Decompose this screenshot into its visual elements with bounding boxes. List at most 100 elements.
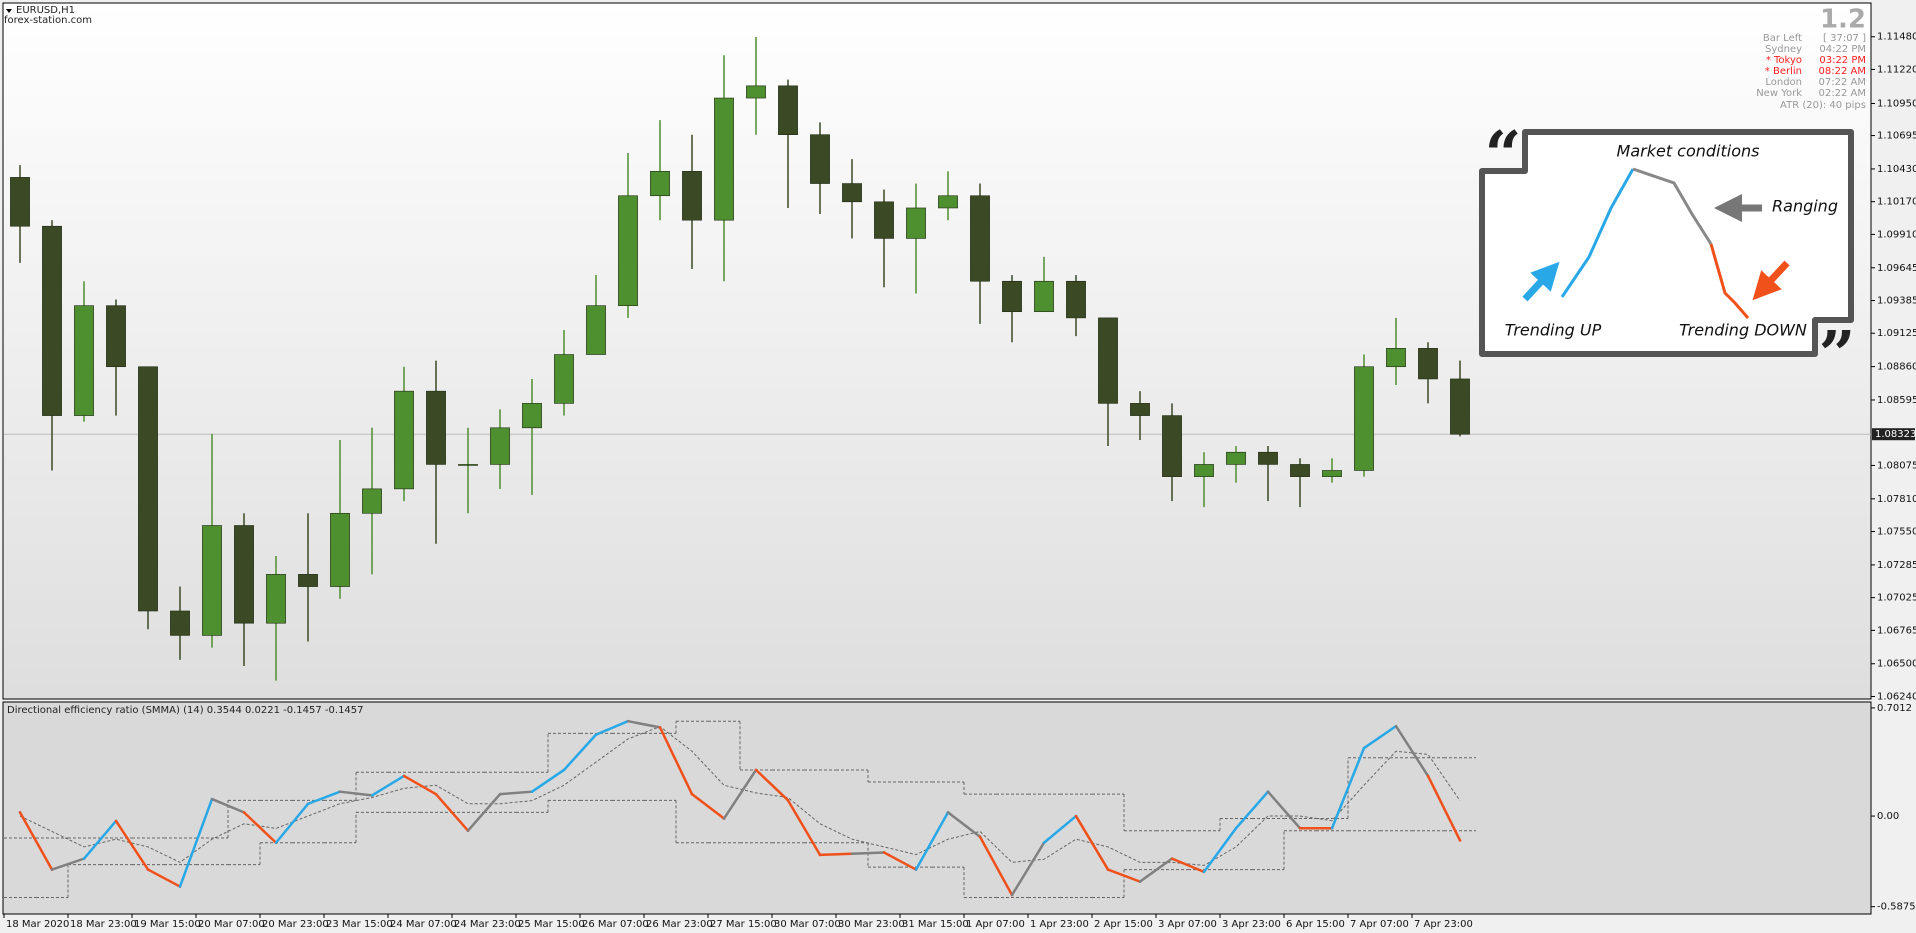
- candle-body: [682, 171, 702, 221]
- y-tick-label: 1.11480: [1877, 32, 1916, 43]
- candle-body: [778, 85, 798, 135]
- ratio-segment: [498, 790, 534, 796]
- y-tick-label: 0.00: [1877, 811, 1899, 822]
- ratio-segment: [1234, 790, 1270, 830]
- ratio-segment: [178, 797, 214, 888]
- candle-body: [1386, 348, 1406, 368]
- candle-body: [1066, 280, 1086, 319]
- candle-body: [1130, 403, 1150, 416]
- candle-body: [586, 305, 606, 355]
- ratio-segment: [690, 792, 726, 820]
- y-tick-label: 1.08860: [1877, 362, 1916, 373]
- candle-body: [1162, 415, 1182, 477]
- candle-body: [394, 390, 414, 490]
- info-label: Sydney: [1765, 44, 1802, 55]
- ratio-segment: [1202, 826, 1238, 874]
- candle-body: [554, 354, 574, 404]
- candle-body: [874, 201, 894, 239]
- ratio-segment: [82, 819, 118, 860]
- ratio-segment: [50, 857, 86, 871]
- info-value: 08:22 AM: [1819, 66, 1866, 77]
- info-label: New York: [1756, 88, 1802, 99]
- ratio-segment: [466, 792, 502, 832]
- candle-body: [1226, 451, 1246, 465]
- quote-open: “: [1485, 118, 1522, 193]
- info-value: 04:22 PM: [1819, 44, 1866, 55]
- ratio-segment: [1170, 857, 1206, 874]
- inset-curve-up: [1560, 168, 1635, 298]
- x-tick-label: 1 Apr 23:00: [1030, 919, 1089, 930]
- ratio-segment: [1426, 774, 1462, 842]
- y-tick-label: -0.5875: [1877, 902, 1916, 913]
- x-tick-label: 2 Apr 15:00: [1094, 919, 1153, 930]
- info-label: * Tokyo: [1766, 55, 1802, 66]
- candle-body: [490, 427, 510, 465]
- menu-triangle[interactable]: [6, 9, 12, 13]
- candle-body: [362, 488, 382, 514]
- ratio-segment: [914, 811, 950, 871]
- candle-body: [618, 195, 638, 306]
- info-value: 02:22 AM: [1819, 88, 1866, 99]
- candle-body: [1418, 348, 1438, 380]
- info-value: [ 37:07 ]: [1823, 33, 1866, 44]
- x-tick-label: 25 Mar 15:00: [518, 919, 585, 930]
- x-tick-label: 24 Mar 23:00: [454, 919, 521, 930]
- ratio-segment: [402, 774, 438, 796]
- candle-body: [202, 525, 222, 636]
- indicator-title: Directional efficiency ratio (SMMA) (14)…: [7, 705, 364, 716]
- y-tick-label: 1.09645: [1877, 263, 1916, 274]
- inset-label: Trending DOWN: [1679, 321, 1807, 340]
- candle-body: [522, 403, 542, 429]
- y-tick-label: 1.09910: [1877, 229, 1916, 240]
- ratio-point: [1458, 839, 1462, 842]
- ratio-segment: [1362, 724, 1398, 750]
- ratio-segment: [978, 835, 1014, 897]
- ratio-segment: [146, 868, 182, 888]
- candle-body: [234, 525, 254, 624]
- ratio-segment: [242, 811, 278, 844]
- inset-label: Trending UP: [1505, 321, 1602, 340]
- ratio-segment: [306, 790, 342, 806]
- ratio-segment: [850, 851, 886, 855]
- candle-body: [1194, 464, 1214, 477]
- candle-body: [1322, 470, 1342, 477]
- info-label: * Berlin: [1765, 66, 1802, 77]
- candle-body: [298, 574, 318, 587]
- last-price-box: [1872, 428, 1915, 441]
- ratio-segment: [626, 719, 662, 729]
- y-tick-label: 1.10430: [1877, 164, 1916, 175]
- ratio-segment: [786, 799, 822, 857]
- ratio-segment: [530, 768, 566, 793]
- info-label: London: [1765, 77, 1802, 88]
- x-tick-label: 19 Mar 15:00: [134, 919, 201, 930]
- indicator-panel: [2, 701, 1872, 915]
- candle-body: [1450, 378, 1470, 435]
- arrow-up: [1522, 261, 1560, 302]
- ratio-segment: [274, 802, 310, 844]
- ratio-segment: [658, 726, 694, 796]
- x-tick-label: 18 Mar 23:00: [70, 919, 137, 930]
- ratio-segment: [370, 774, 406, 797]
- candle-body: [906, 207, 926, 239]
- x-tick-label: 18 Mar 2020: [6, 919, 69, 930]
- y-tick-label: 1.07550: [1877, 527, 1916, 538]
- candle-body: [970, 195, 990, 282]
- info-label: Bar Left: [1763, 33, 1802, 44]
- ratio-segment: [562, 733, 598, 772]
- candle-body: [330, 512, 350, 587]
- ratio-segment: [1138, 857, 1174, 883]
- x-tick-label: 3 Apr 07:00: [1158, 919, 1217, 930]
- candle-body: [106, 305, 126, 368]
- candle-body: [938, 195, 958, 209]
- signal-line: [19, 726, 1461, 866]
- ratio-segment: [18, 811, 54, 871]
- y-tick-label: 1.08075: [1877, 460, 1916, 471]
- y-tick-label: 1.10950: [1877, 98, 1916, 109]
- candle-body: [842, 183, 862, 203]
- candle-body: [1290, 464, 1310, 477]
- atr-text: ATR (20): 40 pips: [1780, 100, 1866, 111]
- chart-title: EURUSD,H1: [16, 5, 75, 16]
- ratio-segment: [1394, 724, 1430, 778]
- x-tick-label: 24 Mar 07:00: [390, 919, 457, 930]
